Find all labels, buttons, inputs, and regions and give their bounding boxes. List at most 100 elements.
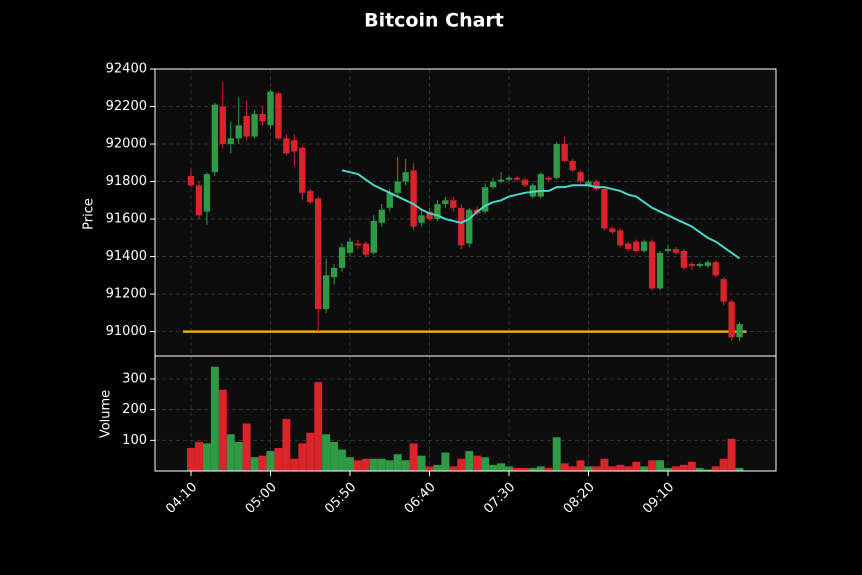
candle-body	[434, 204, 441, 220]
volume-bar	[489, 464, 498, 471]
candle-body	[696, 264, 703, 266]
candle-body	[362, 243, 370, 255]
volume-frame	[154, 355, 777, 472]
volume-bar	[210, 366, 219, 471]
candle-body	[640, 241, 648, 251]
volume-bar	[560, 463, 569, 471]
volume-bar	[687, 461, 696, 471]
candle-body	[680, 250, 688, 268]
candle-body	[378, 209, 385, 223]
candle-body	[275, 93, 282, 139]
candle-body	[251, 114, 258, 137]
y-tick-label: 91000	[106, 324, 147, 339]
candle-body	[315, 198, 322, 310]
volume-bar	[266, 451, 275, 471]
volume-bar	[330, 441, 339, 471]
candle-body	[545, 177, 552, 180]
volume-bar	[401, 460, 410, 471]
volume-bar	[552, 437, 561, 471]
candle-body	[521, 179, 529, 186]
volume-bar	[632, 461, 641, 471]
candle-body	[402, 172, 409, 182]
candle-body	[704, 262, 711, 266]
candle-body	[338, 247, 346, 268]
candle-body	[609, 228, 616, 233]
volume-bar	[187, 448, 195, 471]
volume-bar	[481, 457, 490, 471]
volume-bar	[433, 464, 442, 471]
price-panel	[155, 69, 776, 356]
y-tick-label: 92400	[106, 62, 147, 77]
volume-tick-label: 300	[122, 372, 147, 387]
volume-bar	[226, 434, 235, 471]
volume-bar	[656, 460, 665, 471]
volume-bar	[512, 467, 521, 471]
candle-body	[728, 301, 735, 338]
volume-bar	[417, 455, 426, 471]
volume-bar	[274, 448, 283, 471]
candle-body	[601, 189, 608, 229]
y-tick-label: 91600	[106, 212, 147, 227]
volume-bar	[353, 460, 362, 471]
volume-bar	[616, 464, 625, 471]
candle-body	[720, 279, 727, 302]
volume-bar	[338, 449, 347, 471]
candle-body	[354, 243, 362, 246]
candle-body	[481, 187, 489, 212]
volume-tick-label: 200	[122, 402, 147, 417]
volume-bar	[385, 460, 394, 471]
candle-body	[656, 252, 664, 289]
candle-body	[672, 249, 680, 253]
y-tick-label: 91800	[106, 174, 147, 189]
candle-body	[330, 267, 338, 278]
volume-bar	[711, 466, 720, 471]
volume-bar	[679, 464, 688, 471]
volume-bar	[600, 458, 609, 471]
y-tick-label: 92200	[106, 99, 147, 114]
volume-bar	[640, 466, 649, 471]
candle-body	[235, 125, 242, 139]
volume-bar	[314, 382, 323, 471]
volume-bar	[218, 389, 227, 471]
volume-bar	[290, 458, 299, 471]
candle-body	[307, 190, 314, 203]
volume-bar	[536, 466, 545, 471]
chart-title: Bitcoin Chart	[364, 10, 504, 32]
candle-body	[688, 264, 696, 266]
volume-bar	[258, 455, 267, 471]
candle-body	[219, 106, 226, 145]
volume-bar	[520, 467, 529, 471]
volume-bar	[735, 467, 744, 471]
candle-body	[664, 249, 672, 251]
y-tick-label: 91400	[106, 249, 147, 264]
volume-bar	[449, 466, 458, 471]
candle-body	[283, 138, 290, 154]
candle-body	[736, 324, 743, 338]
candle-body	[418, 215, 425, 223]
volume-bar	[568, 466, 577, 471]
volume-bar	[648, 460, 657, 471]
candle-body	[617, 230, 624, 246]
volume-bar	[242, 423, 251, 471]
volume-bar	[528, 467, 537, 471]
candle-body	[211, 104, 219, 173]
candle-body	[259, 114, 266, 122]
y-tick-label: 91200	[106, 287, 147, 302]
volume-bar	[465, 451, 474, 471]
volume-bar	[671, 466, 680, 471]
volume-bar	[608, 466, 617, 471]
volume-bar	[441, 452, 450, 471]
candle-body	[489, 181, 497, 188]
volume-bar	[306, 432, 315, 471]
volume-bar	[250, 457, 259, 471]
volume-bar	[497, 463, 506, 471]
candle-body	[299, 147, 306, 193]
candle-body	[267, 91, 274, 126]
volume-bar	[592, 466, 601, 471]
candle-body	[633, 241, 640, 251]
volume-bar	[194, 441, 203, 471]
candle-body	[450, 200, 457, 208]
candle-body	[370, 220, 378, 253]
volume-bar	[425, 466, 434, 471]
candle-body	[561, 144, 568, 161]
